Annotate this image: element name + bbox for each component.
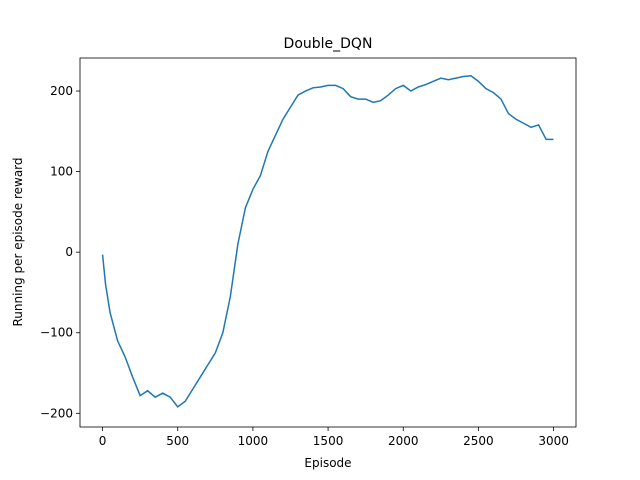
y-tick-label: −100 [40, 326, 73, 340]
y-tick-label: 200 [50, 84, 73, 98]
x-tick-label: 2000 [388, 434, 419, 448]
x-tick-label: 2500 [463, 434, 494, 448]
data-line [101, 74, 554, 408]
x-tick-label: 3000 [538, 434, 569, 448]
x-tick-label: 500 [166, 434, 189, 448]
x-tick-label: 1500 [313, 434, 344, 448]
y-tick-label: 100 [50, 165, 73, 179]
x-tick-label: 0 [99, 434, 107, 448]
y-tick-label: −200 [40, 406, 73, 420]
y-tick-label: 0 [65, 245, 73, 259]
chart-title: Double_DQN [284, 36, 373, 52]
x-tick-label: 1000 [238, 434, 269, 448]
y-axis-label: Running per episode reward [11, 157, 25, 326]
plot-frame [79, 57, 577, 428]
x-axis-label: Episode [304, 456, 351, 470]
